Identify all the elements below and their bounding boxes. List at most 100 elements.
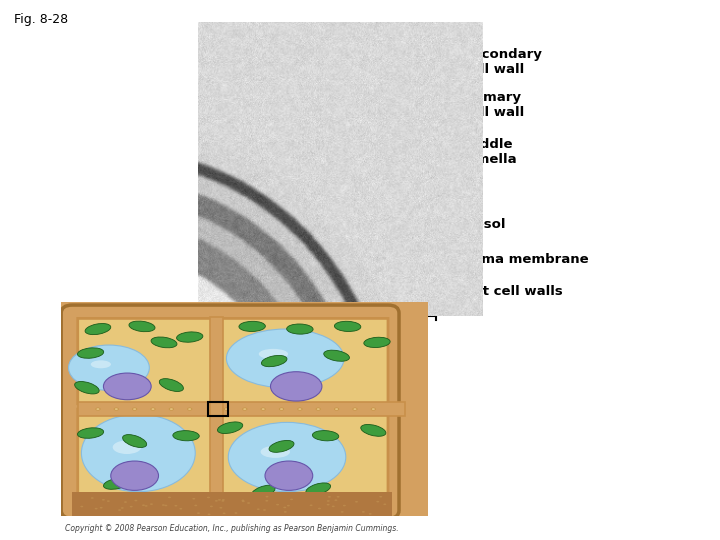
Ellipse shape xyxy=(265,500,269,502)
Text: Central vacuole: Central vacuole xyxy=(272,191,390,204)
Ellipse shape xyxy=(235,512,238,514)
Ellipse shape xyxy=(332,505,335,507)
Ellipse shape xyxy=(78,428,104,438)
Ellipse shape xyxy=(179,508,182,510)
Ellipse shape xyxy=(142,504,145,506)
Ellipse shape xyxy=(210,505,213,507)
Text: Secondary
cell wall: Secondary cell wall xyxy=(463,48,542,76)
Ellipse shape xyxy=(283,507,287,508)
Ellipse shape xyxy=(265,461,312,490)
Ellipse shape xyxy=(226,329,344,388)
Ellipse shape xyxy=(111,461,158,490)
Bar xyxy=(72,492,392,516)
Ellipse shape xyxy=(81,414,195,492)
Text: Middle
lamella: Middle lamella xyxy=(463,138,518,166)
Ellipse shape xyxy=(318,508,321,509)
Text: Copyright © 2008 Pearson Education, Inc., publishing as Pearson Benjamin Cumming: Copyright © 2008 Pearson Education, Inc.… xyxy=(65,524,398,533)
Ellipse shape xyxy=(197,512,200,514)
Text: Plasmodesmata: Plasmodesmata xyxy=(186,478,305,491)
Ellipse shape xyxy=(192,498,195,500)
Ellipse shape xyxy=(220,507,222,509)
Ellipse shape xyxy=(343,505,346,507)
Ellipse shape xyxy=(224,408,229,410)
Ellipse shape xyxy=(135,500,138,501)
Ellipse shape xyxy=(145,505,148,507)
FancyBboxPatch shape xyxy=(221,409,388,505)
Ellipse shape xyxy=(306,483,330,495)
Ellipse shape xyxy=(297,408,302,410)
Ellipse shape xyxy=(247,502,250,504)
Ellipse shape xyxy=(150,503,153,505)
Text: Primary
cell wall: Primary cell wall xyxy=(463,91,524,119)
Text: Cytosol: Cytosol xyxy=(450,218,505,231)
FancyBboxPatch shape xyxy=(61,305,399,518)
Ellipse shape xyxy=(261,446,290,458)
Ellipse shape xyxy=(257,509,260,510)
Ellipse shape xyxy=(337,496,340,497)
Ellipse shape xyxy=(261,408,266,410)
Ellipse shape xyxy=(251,485,275,498)
FancyBboxPatch shape xyxy=(78,409,217,505)
Ellipse shape xyxy=(174,505,177,507)
Ellipse shape xyxy=(379,496,382,497)
Ellipse shape xyxy=(81,506,84,507)
Ellipse shape xyxy=(279,408,284,410)
Ellipse shape xyxy=(68,345,149,390)
Ellipse shape xyxy=(159,379,184,392)
Ellipse shape xyxy=(164,505,167,507)
Ellipse shape xyxy=(194,505,197,507)
Ellipse shape xyxy=(371,408,376,410)
Ellipse shape xyxy=(217,422,243,434)
Ellipse shape xyxy=(114,408,119,410)
Ellipse shape xyxy=(218,499,221,501)
Ellipse shape xyxy=(132,408,137,410)
Ellipse shape xyxy=(353,408,357,410)
Ellipse shape xyxy=(107,501,110,502)
FancyBboxPatch shape xyxy=(221,319,388,404)
Ellipse shape xyxy=(334,408,339,410)
Ellipse shape xyxy=(207,514,210,515)
Polygon shape xyxy=(248,316,295,351)
Ellipse shape xyxy=(327,500,330,502)
Ellipse shape xyxy=(122,435,147,448)
Ellipse shape xyxy=(243,408,247,410)
Text: Plasma membrane: Plasma membrane xyxy=(450,253,589,266)
Ellipse shape xyxy=(187,408,192,410)
Ellipse shape xyxy=(118,509,121,511)
Ellipse shape xyxy=(162,504,165,506)
Bar xyxy=(210,317,222,505)
Ellipse shape xyxy=(221,500,225,502)
Ellipse shape xyxy=(241,500,244,501)
Text: Fig. 8-28: Fig. 8-28 xyxy=(14,14,68,26)
FancyBboxPatch shape xyxy=(78,319,217,404)
Ellipse shape xyxy=(287,324,313,334)
Ellipse shape xyxy=(91,497,94,499)
Ellipse shape xyxy=(287,505,290,507)
Ellipse shape xyxy=(222,512,225,514)
Ellipse shape xyxy=(78,348,104,358)
Ellipse shape xyxy=(258,349,288,359)
Ellipse shape xyxy=(215,500,218,502)
Ellipse shape xyxy=(383,503,386,505)
Ellipse shape xyxy=(362,511,365,512)
Ellipse shape xyxy=(124,501,127,503)
Ellipse shape xyxy=(355,501,358,503)
Ellipse shape xyxy=(96,408,100,410)
Ellipse shape xyxy=(361,424,386,436)
Ellipse shape xyxy=(168,497,171,498)
Ellipse shape xyxy=(369,513,372,515)
Ellipse shape xyxy=(102,499,105,501)
Ellipse shape xyxy=(129,321,155,332)
Ellipse shape xyxy=(310,504,312,506)
Ellipse shape xyxy=(334,321,361,332)
Ellipse shape xyxy=(75,382,99,394)
Ellipse shape xyxy=(261,355,287,367)
Ellipse shape xyxy=(341,511,343,512)
Ellipse shape xyxy=(130,506,132,508)
Ellipse shape xyxy=(169,408,174,410)
Ellipse shape xyxy=(151,337,177,348)
Ellipse shape xyxy=(94,508,98,509)
Text: 1 µm: 1 µm xyxy=(380,326,412,339)
Ellipse shape xyxy=(239,321,266,332)
Ellipse shape xyxy=(113,441,141,454)
